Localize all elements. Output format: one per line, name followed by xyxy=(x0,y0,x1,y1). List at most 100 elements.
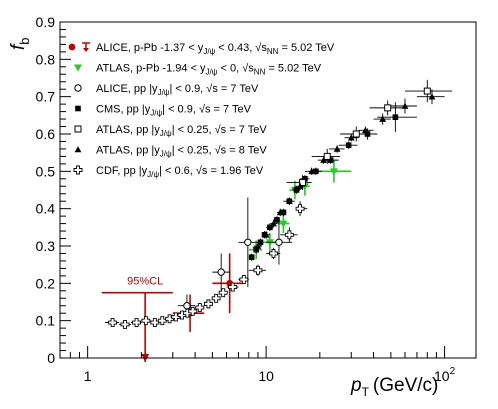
data-point xyxy=(302,176,308,182)
data-point xyxy=(74,84,82,92)
data-point xyxy=(75,105,81,112)
data-point xyxy=(165,314,175,324)
x-tick-label: 102 xyxy=(434,366,456,384)
legend-label: ATLAS, p-Pb -1.94 < yJ/ψ < 0, √sNN = 5.0… xyxy=(96,63,322,77)
plot-frame xyxy=(59,21,477,359)
data-point xyxy=(217,268,225,276)
data-point xyxy=(428,93,436,100)
y-tick-label: 0.5 xyxy=(36,163,56,179)
data-point xyxy=(327,157,334,163)
y-tick-label: 0.2 xyxy=(36,275,56,291)
y-axis-label: fb xyxy=(8,37,32,50)
data-point xyxy=(74,125,82,133)
y-tick-label: 0.9 xyxy=(36,14,56,30)
data-point xyxy=(218,288,228,298)
series xyxy=(101,253,244,362)
legend-entry: ALICE, pp |yJ/ψ| < 0.9, √s = 7 TeV xyxy=(74,83,259,97)
data-point xyxy=(239,275,249,285)
data-point xyxy=(195,303,205,313)
data-point xyxy=(228,282,238,292)
x-tick-label: 1 xyxy=(84,368,92,384)
data-point xyxy=(183,302,191,310)
data-point xyxy=(257,239,264,246)
legend-entry: CMS, pp |yJ/ψ| < 0.9, √s = 7 TeV xyxy=(75,104,252,118)
legend-label: ALICE, pp |yJ/ψ| < 0.9, √s = 7 TeV xyxy=(96,83,259,97)
y-tick-label: 0.7 xyxy=(36,89,56,105)
series xyxy=(177,197,293,317)
data-point xyxy=(401,102,409,109)
data-point xyxy=(293,187,300,193)
data-point xyxy=(347,134,355,141)
data-point xyxy=(279,220,288,228)
data-point xyxy=(265,239,274,247)
data-point xyxy=(141,316,151,326)
x-axis-label: pT (GeV/c) xyxy=(350,375,438,399)
data-point xyxy=(108,318,118,327)
legend-limit-head xyxy=(83,48,89,52)
data-point xyxy=(203,299,213,309)
data-point xyxy=(379,115,387,122)
data-point xyxy=(320,156,328,163)
data-point xyxy=(384,104,392,112)
legend-label: ALICE, p-Pb -1.37 < yJ/ψ < 0.43, √sNN = … xyxy=(96,42,335,56)
y-tick-label: 0.6 xyxy=(36,126,56,142)
data-point xyxy=(275,238,283,246)
data-point xyxy=(296,182,304,190)
legend-entry: ALICE, p-Pb -1.37 < yJ/ψ < 0.43, √sNN = … xyxy=(68,42,335,56)
legend-entry: ATLAS, p-Pb -1.94 < yJ/ψ < 0, √sNN = 5.0… xyxy=(74,63,322,77)
data-point xyxy=(253,246,260,253)
data-point xyxy=(285,197,293,204)
y-tick-label: 0.1 xyxy=(36,313,56,329)
legend-entry: ATLAS, pp |yJ/ψ| < 0.25, √s = 8 TeV xyxy=(74,145,267,159)
y-tick-label: 0.4 xyxy=(36,201,56,217)
data-point xyxy=(295,204,305,214)
data-point xyxy=(120,319,130,329)
y-tick-label: 0.8 xyxy=(36,51,56,67)
series xyxy=(253,89,445,250)
legend-marker xyxy=(68,43,76,51)
series xyxy=(104,201,308,329)
data-point xyxy=(253,265,263,275)
x-tick-label: 10 xyxy=(258,368,274,384)
y-tick-label: 0 xyxy=(47,350,55,366)
data-point xyxy=(276,209,284,216)
data-point xyxy=(150,318,160,327)
series xyxy=(286,79,452,190)
data-point xyxy=(254,242,262,249)
data-point xyxy=(244,238,252,246)
data-point xyxy=(267,224,273,231)
data-point xyxy=(308,167,316,175)
y-tick-label: 0.3 xyxy=(36,238,56,254)
data-point xyxy=(329,168,338,176)
data-point xyxy=(270,220,277,227)
data-point xyxy=(132,318,142,327)
legend-entry: CDF, pp |yJ/ψ| < 0.6, √s = 1.96 TeV xyxy=(73,165,264,179)
legend-label: ATLAS, pp |yJ/ψ| < 0.25, √s = 7 TeV xyxy=(96,124,267,138)
data-point xyxy=(333,145,341,152)
data-point xyxy=(157,316,167,326)
data-point xyxy=(171,312,181,322)
data-point xyxy=(352,130,360,138)
data-point xyxy=(73,165,83,175)
legend-label: CMS, pp |yJ/ψ| < 0.9, √s = 7 TeV xyxy=(96,104,252,118)
data-point xyxy=(299,179,307,187)
legend-label: ATLAS, pp |yJ/ψ| < 0.25, √s = 8 TeV xyxy=(96,145,267,159)
data-point xyxy=(74,64,82,72)
data-point xyxy=(248,254,255,260)
data-point xyxy=(361,126,369,134)
data-point xyxy=(188,306,198,316)
data-point xyxy=(392,114,399,120)
legend-entry: ATLAS, pp |yJ/ψ| < 0.25, √s = 7 TeV xyxy=(74,124,267,138)
series xyxy=(248,102,417,261)
data-point xyxy=(269,249,278,258)
data-point xyxy=(262,231,270,238)
data-point xyxy=(423,87,431,95)
data-point xyxy=(284,230,294,240)
data-point xyxy=(345,142,352,148)
data-point xyxy=(274,217,280,223)
legend-label: CDF, pp |yJ/ψ| < 0.6, √s = 1.96 TeV xyxy=(96,165,264,179)
data-point xyxy=(74,146,82,153)
data-point xyxy=(211,293,221,303)
annotation-label: 95%CL xyxy=(127,276,163,288)
